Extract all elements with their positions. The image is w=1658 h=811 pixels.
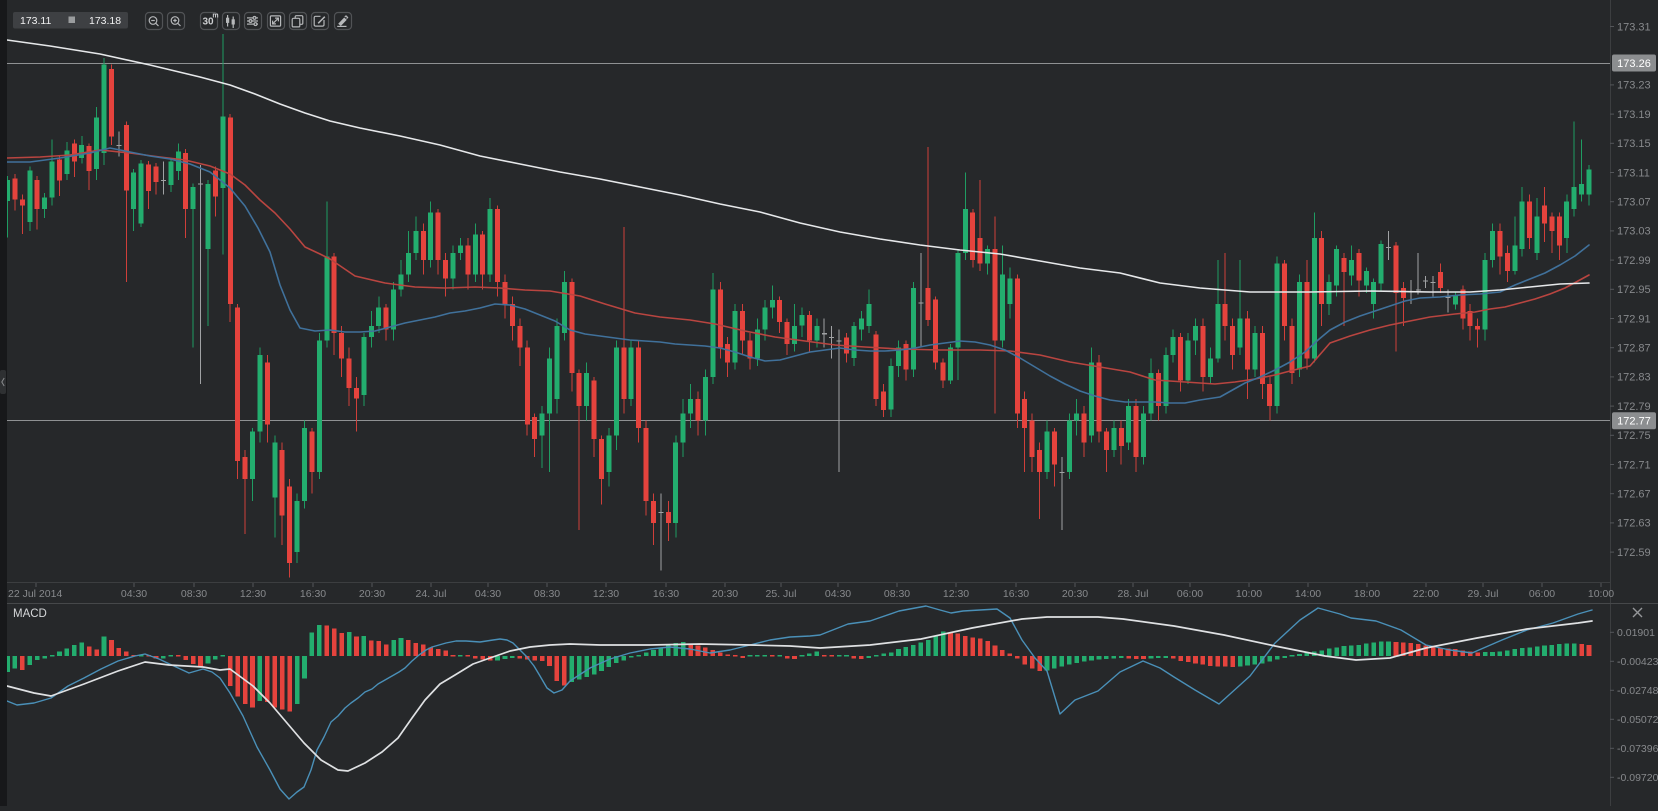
svg-text:10:00: 10:00 — [1236, 588, 1262, 600]
svg-text:16:30: 16:30 — [653, 588, 679, 600]
svg-text:173.15: 173.15 — [1617, 138, 1651, 150]
svg-text:172.95: 172.95 — [1617, 284, 1651, 296]
svg-text:172.59: 172.59 — [1617, 547, 1651, 559]
svg-text:18:00: 18:00 — [1354, 588, 1380, 600]
svg-text:-0.09720: -0.09720 — [1617, 772, 1658, 784]
svg-text:20:30: 20:30 — [359, 588, 385, 600]
svg-text:-0.00423: -0.00423 — [1617, 656, 1658, 668]
svg-text:22 Jul 2014: 22 Jul 2014 — [8, 588, 62, 600]
svg-text:m: m — [212, 13, 218, 20]
svg-text:22:00: 22:00 — [1413, 588, 1439, 600]
svg-text:172.87: 172.87 — [1617, 343, 1651, 355]
svg-text:172.67: 172.67 — [1617, 489, 1651, 501]
svg-text:20:30: 20:30 — [1062, 588, 1088, 600]
svg-text:08:30: 08:30 — [181, 588, 207, 600]
svg-text:173.03: 173.03 — [1617, 226, 1651, 238]
svg-text:172.75: 172.75 — [1617, 430, 1651, 442]
svg-text:173.18: 173.18 — [89, 15, 121, 27]
svg-text:173.23: 173.23 — [1617, 80, 1651, 92]
svg-text:12:30: 12:30 — [943, 588, 969, 600]
svg-text:172.63: 172.63 — [1617, 518, 1651, 530]
svg-text:-0.07396: -0.07396 — [1617, 743, 1658, 755]
svg-text:MACD: MACD — [13, 608, 47, 620]
svg-text:172.77: 172.77 — [1617, 416, 1651, 428]
svg-text:172.91: 172.91 — [1617, 313, 1651, 325]
svg-text:08:30: 08:30 — [884, 588, 910, 600]
svg-text:25. Jul: 25. Jul — [766, 588, 797, 600]
svg-text:14:00: 14:00 — [1295, 588, 1321, 600]
svg-text:173.07: 173.07 — [1617, 197, 1651, 209]
svg-text:173.11: 173.11 — [1617, 167, 1650, 179]
svg-text:172.99: 172.99 — [1617, 255, 1651, 267]
svg-text:172.71: 172.71 — [1617, 459, 1651, 471]
svg-text:16:30: 16:30 — [300, 588, 326, 600]
svg-text:173.11: 173.11 — [20, 15, 51, 27]
svg-text:04:30: 04:30 — [475, 588, 501, 600]
svg-text:-0.02748: -0.02748 — [1617, 685, 1658, 697]
svg-text:173.19: 173.19 — [1617, 109, 1651, 121]
svg-text:173.26: 173.26 — [1617, 58, 1651, 70]
svg-text:28. Jul: 28. Jul — [1118, 588, 1149, 600]
svg-text:-0.05072: -0.05072 — [1617, 714, 1658, 726]
svg-text:12:30: 12:30 — [240, 588, 266, 600]
svg-text:29. Jul: 29. Jul — [1468, 588, 1499, 600]
svg-text:16:30: 16:30 — [1003, 588, 1029, 600]
svg-text:06:00: 06:00 — [1177, 588, 1203, 600]
svg-text:04:30: 04:30 — [121, 588, 147, 600]
svg-text:0.01901: 0.01901 — [1617, 627, 1655, 639]
svg-text:172.79: 172.79 — [1617, 401, 1651, 413]
svg-text:24. Jul: 24. Jul — [416, 588, 447, 600]
svg-text:12:30: 12:30 — [593, 588, 619, 600]
svg-text:10:00: 10:00 — [1588, 588, 1614, 600]
svg-text:20:30: 20:30 — [712, 588, 738, 600]
svg-text:08:30: 08:30 — [534, 588, 560, 600]
svg-text:06:00: 06:00 — [1529, 588, 1555, 600]
svg-text:172.83: 172.83 — [1617, 372, 1651, 384]
svg-text:173.31: 173.31 — [1617, 21, 1651, 33]
svg-text:30: 30 — [202, 17, 214, 28]
svg-text:04:30: 04:30 — [825, 588, 851, 600]
